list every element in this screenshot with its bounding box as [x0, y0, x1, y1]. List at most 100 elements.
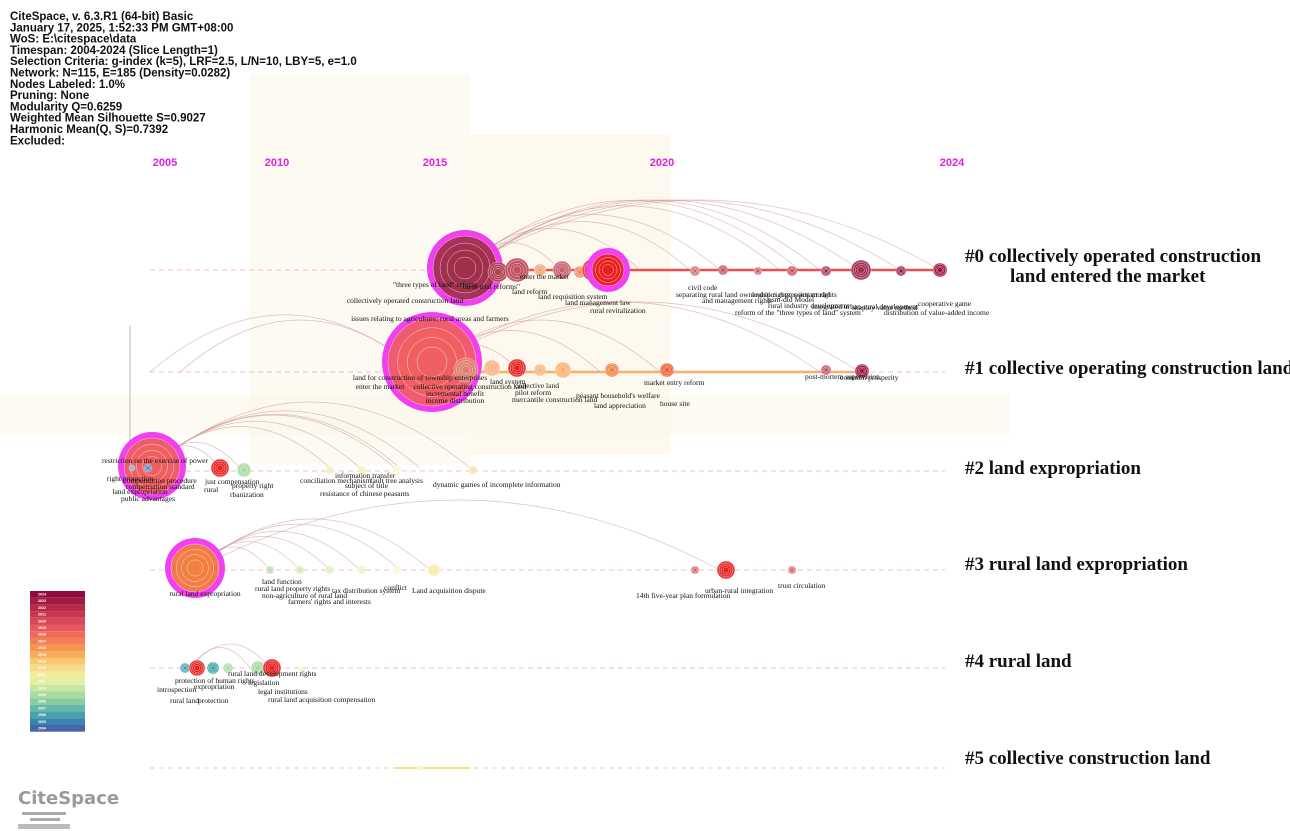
node-ring [693, 269, 697, 273]
node-label: common prosperity [840, 373, 899, 382]
legend-swatch [30, 671, 85, 679]
node-label: rural land [170, 696, 199, 705]
legend-label: 2010 [38, 686, 46, 690]
node-label: protection [198, 696, 229, 705]
node-label: compensation procedure [123, 476, 197, 485]
node-label: public advantages [121, 494, 175, 503]
node-label: pilot reform [515, 388, 551, 397]
link-arc [189, 643, 271, 669]
node-label: incremental benefit [426, 389, 485, 398]
legend-label: 2017 [38, 639, 46, 643]
cluster-label: #5 collective construction land [965, 748, 1211, 769]
legend-swatch [30, 704, 85, 712]
node-label: land requisition system [538, 292, 608, 301]
node-label: protection of human rights [175, 676, 255, 685]
node-label: dynamic games of incomplete information [433, 480, 561, 489]
node-label: civil code [688, 283, 718, 292]
node-ring [721, 268, 725, 272]
legend-swatch [30, 644, 85, 652]
node-ring [183, 666, 187, 670]
legend-swatch [30, 684, 85, 692]
node-label: urban-rural integration [705, 586, 773, 595]
node-ring [328, 468, 332, 472]
node-label: land function [262, 577, 302, 586]
node-label: rural industry development [768, 301, 850, 310]
node-label: rural revitalization [590, 306, 646, 315]
logo: CiteSpace [18, 788, 119, 809]
node-ring [494, 268, 502, 276]
legend-label: 2008 [38, 700, 46, 704]
legend-label: 2020 [38, 619, 46, 623]
year-label: 2010 [265, 157, 289, 169]
legend-swatch [30, 664, 85, 672]
node-ring [186, 559, 204, 577]
legend-label: 2022 [38, 606, 46, 610]
node-ring [857, 266, 865, 274]
node-ring [146, 466, 150, 470]
node-ring [268, 568, 272, 572]
legend-swatch [30, 691, 85, 699]
node-ring [461, 365, 471, 375]
node-label: reform of the "three types of land" syst… [735, 308, 861, 317]
cluster-label: land entered the market [1010, 266, 1206, 287]
header-line: Timespan: 2004-2024 (Slice Length=1) [10, 45, 218, 57]
node-label: legislation [248, 678, 279, 687]
node-label: collective operating construction land [413, 382, 526, 391]
node-label: enter the market [520, 272, 570, 281]
node-ring [360, 568, 364, 572]
legend-label: 2016 [38, 646, 46, 650]
node-ring [537, 267, 543, 273]
legend-label: 2012 [38, 673, 46, 677]
node-label: information transfer [335, 471, 396, 480]
node-label: issues relating to agriculture; rural ar… [351, 314, 509, 323]
legend-label: 2006 [38, 713, 46, 717]
node-ring [609, 367, 615, 373]
node-label: legal institutions [258, 687, 308, 696]
node-label: rural [204, 485, 218, 494]
node-label: "three trial reforms" [460, 282, 520, 291]
legend-swatch [30, 718, 85, 725]
node-ring [790, 568, 794, 572]
node-label: and management rights [702, 296, 772, 305]
node-label: collectively operated construction land [347, 296, 464, 305]
node-label: rural land acquisition compensation [268, 695, 376, 704]
node-label: market entry reform [644, 378, 705, 387]
link-arc [469, 199, 821, 271]
node-label: land management law [565, 298, 631, 307]
node-ring [859, 368, 865, 374]
node-label: land reform [512, 287, 547, 296]
node-ring [664, 367, 670, 373]
node-label: restriction on the exercise of power [102, 456, 209, 465]
header-line: Pruning: None [10, 90, 89, 102]
node-label: distribution of value-added income [884, 308, 990, 317]
node-ring [298, 568, 302, 572]
legend-swatch [30, 678, 85, 685]
legend-swatch [30, 611, 85, 618]
node-label: logistics regression model [752, 290, 830, 299]
node-label: compensation standard [126, 482, 195, 491]
legend-label: 2018 [38, 633, 46, 637]
node-ring [722, 566, 730, 574]
node-ring [396, 568, 400, 572]
node-ring [558, 266, 566, 274]
header-line: Nodes Labeled: 1.0% [10, 79, 125, 91]
node-ring [360, 468, 364, 472]
year-label: 2005 [153, 157, 177, 169]
cluster-label: #2 land expropriation [965, 458, 1141, 479]
node-label: income distribution [426, 396, 485, 405]
legend-label: 2011 [38, 680, 46, 684]
node-label: right protection [107, 474, 154, 483]
legend-label: 2004 [38, 727, 46, 731]
node-label: expropriation [194, 682, 235, 691]
legend-label: 2014 [38, 660, 46, 664]
legend-swatch [30, 624, 85, 632]
node-ring [824, 269, 828, 273]
legend-label: 2019 [38, 626, 46, 630]
legend-swatch [30, 597, 85, 605]
node-ring [560, 367, 566, 373]
node-ring [471, 468, 475, 472]
logo-book [18, 812, 70, 829]
legend-swatch [30, 651, 85, 658]
node-label: cooperative game [918, 299, 972, 308]
